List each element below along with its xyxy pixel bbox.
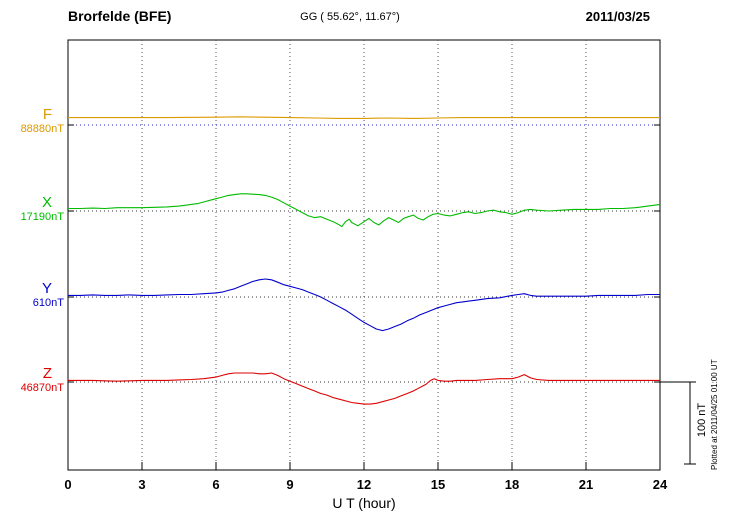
x-axis-tick-label: 18: [505, 477, 519, 492]
component-X-baseline-value: 17190nT: [20, 211, 64, 223]
x-axis-tick-label: 9: [286, 477, 293, 492]
x-axis-tick-label: 21: [579, 477, 593, 492]
plot-date: 2011/03/25: [585, 9, 650, 24]
component-F-baseline-value: 88880nT: [20, 123, 64, 135]
trace-Z: [68, 372, 660, 405]
x-axis-title: U T (hour): [332, 495, 395, 511]
x-axis-tick-label: 12: [357, 477, 371, 492]
x-axis-tick-label: 24: [653, 477, 668, 492]
component-Z-baseline-value: 46870nT: [20, 382, 64, 394]
x-axis-tick-label: 15: [431, 477, 445, 492]
x-axis-tick-label: 0: [64, 477, 71, 492]
component-Y: Y 610nT: [4, 280, 64, 310]
geographic-coordinates: GG ( 55.62°, 11.67°): [300, 11, 400, 23]
station-title: Brorfelde (BFE): [68, 8, 172, 24]
component-X: X 17190nT: [4, 194, 64, 224]
component-F-label: F: [42, 106, 52, 123]
x-axis-tick-label: 6: [212, 477, 219, 492]
x-axis-tick-label: 3: [138, 477, 145, 492]
component-Z-label: Z: [42, 365, 52, 382]
scale-bar-label: 100 nT: [696, 402, 708, 438]
plot-generated-content: 0 3 6 9 12 15 18 21 24: [64, 40, 696, 492]
component-Y-label: Y: [41, 280, 52, 297]
component-F: F 88880nT: [4, 106, 64, 136]
plotted-timestamp-note: Plotted at 2011/04/25 01:00 UT: [710, 359, 719, 470]
trace-F: [68, 116, 660, 119]
trace-Y: [68, 278, 660, 332]
component-Y-baseline-value: 610nT: [32, 297, 64, 309]
component-X-label: X: [41, 194, 52, 211]
component-Z: Z 46870nT: [4, 365, 64, 395]
trace-X: [68, 193, 661, 228]
